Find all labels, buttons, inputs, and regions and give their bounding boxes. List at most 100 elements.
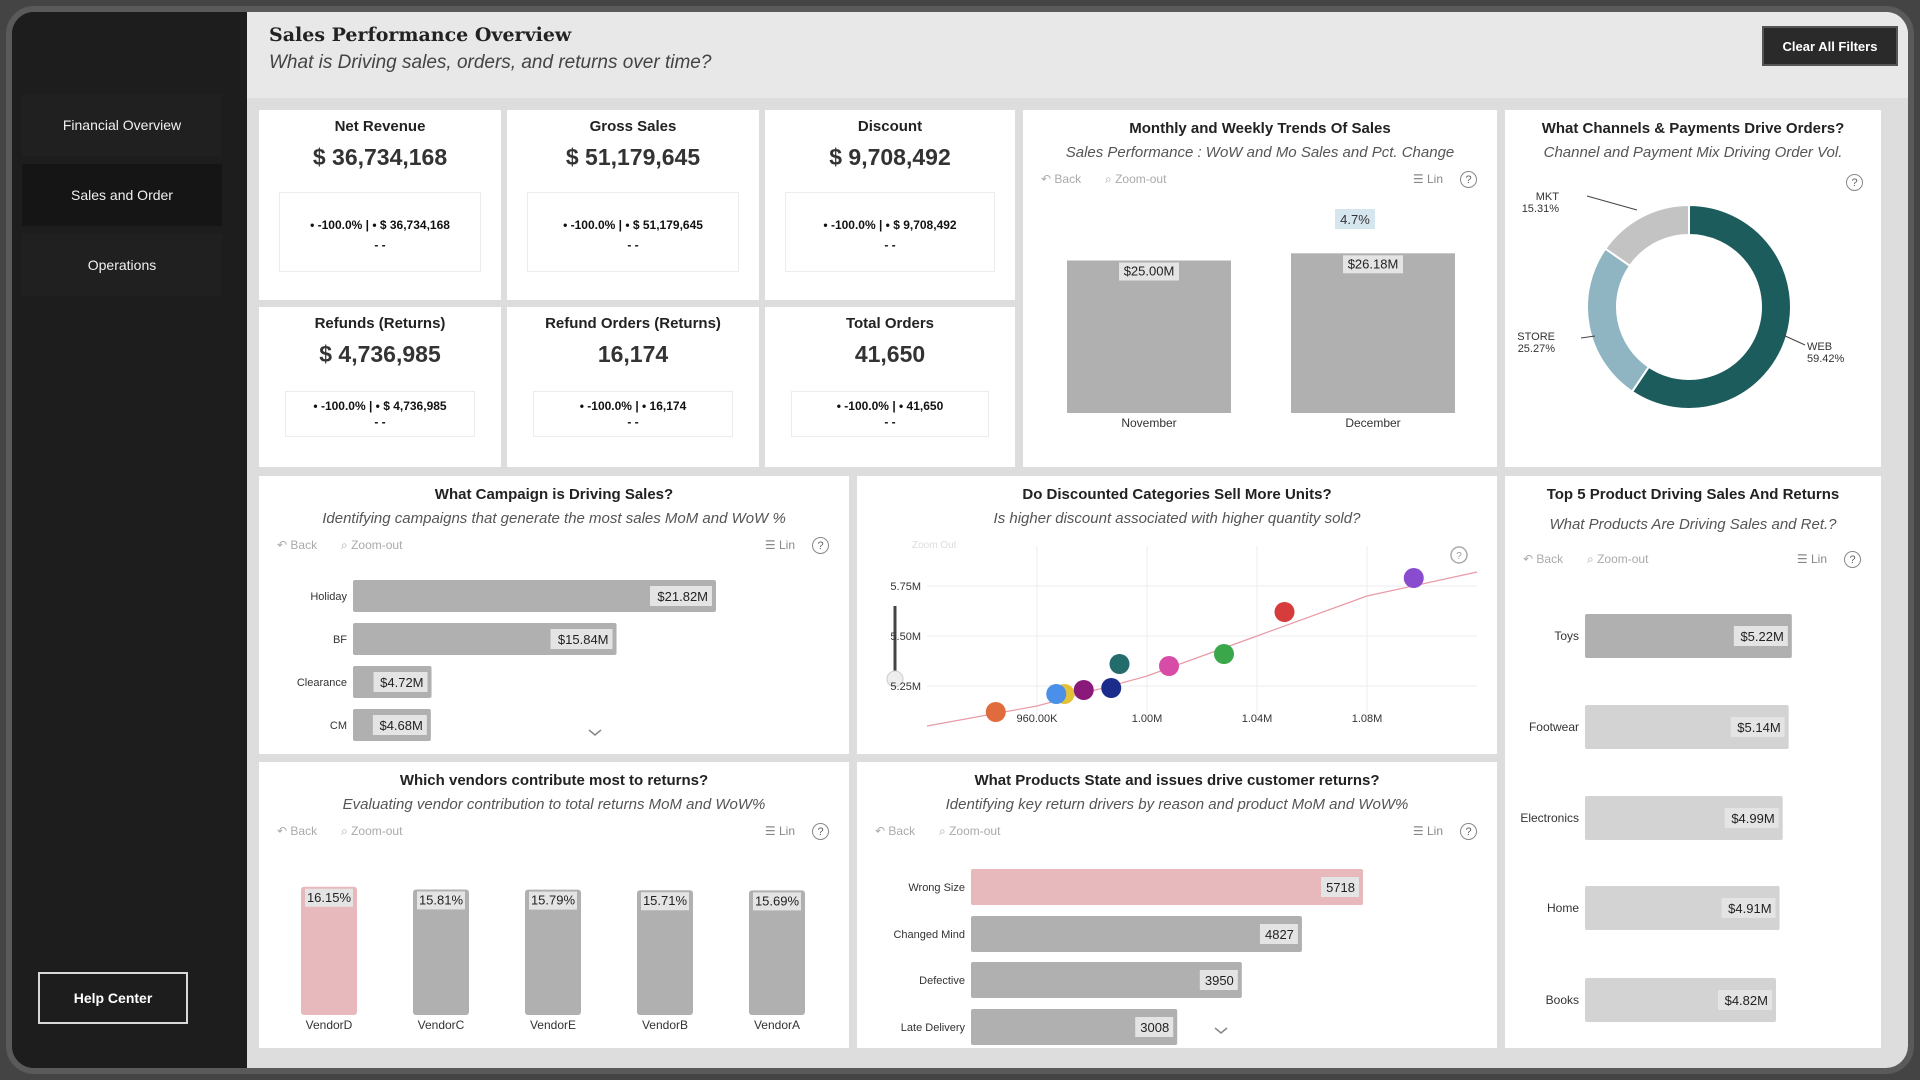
card-title: What Campaign is Driving Sales? <box>434 486 674 503</box>
help-icon[interactable] <box>1450 546 1468 564</box>
data-label-bg <box>1721 898 1776 918</box>
leader-line <box>1782 334 1806 346</box>
slice-value: 59.42% <box>1807 353 1845 365</box>
scatter-point <box>1101 678 1122 698</box>
leader-line <box>1580 335 1596 339</box>
category-label: Defective <box>919 975 965 987</box>
kpi-value: 16,174 <box>597 341 669 367</box>
data-label: $5.14M <box>1737 720 1780 735</box>
bar <box>749 890 805 1015</box>
card-subtitle: Identifying campaigns that generate the … <box>322 510 786 527</box>
data-label: $21.82M <box>657 589 708 604</box>
data-label-bg <box>372 715 427 735</box>
app-frame: Financial Overview Sales and Order Opera… <box>6 6 1914 1074</box>
visual-toolbar: ↶ Back ⌕ Zoom-out ☰ Lin ? <box>1041 171 1479 190</box>
data-label: 4827 <box>1265 927 1294 942</box>
top5-products-card: Top 5 Product Driving Sales And Returns … <box>1505 476 1881 1048</box>
lin-toggle[interactable]: ☰ Lin <box>1796 552 1827 566</box>
back-button[interactable]: ↶ Back <box>1523 552 1564 566</box>
sidebar-item-sales-and-order[interactable]: Sales and Order <box>22 164 222 226</box>
lin-toggle[interactable]: ☰ Lin <box>764 538 795 552</box>
chevron-down-icon[interactable] <box>588 729 602 736</box>
zoom-out-label[interactable]: Zoom Out <box>912 540 957 551</box>
zoom-out-button[interactable]: ⌕ Zoom-out <box>939 824 1001 838</box>
clear-all-filters-button[interactable]: Clear All Filters <box>1762 26 1898 66</box>
kpi-dash: - - <box>884 415 896 429</box>
lin-toggle[interactable]: ☰ Lin <box>764 824 795 838</box>
back-button[interactable]: ↶ Back <box>1041 172 1082 186</box>
bar <box>971 869 1363 905</box>
scatter-point <box>1046 684 1067 704</box>
data-label: 16.15% <box>307 890 352 905</box>
bar <box>1585 614 1792 658</box>
back-button[interactable]: ↶ Back <box>875 824 916 838</box>
scatter-point <box>1274 602 1295 622</box>
visual-toolbar: ↶ Back ⌕ Zoom-out ☰ Lin ? <box>875 823 1479 842</box>
kpi-delta: • -100.0% | • $ 9,708,492 <box>823 218 957 232</box>
lin-toggle[interactable]: ☰ Lin <box>1412 172 1443 186</box>
sidebar-item-operations[interactable]: Operations <box>22 234 222 296</box>
help-icon[interactable]: ? <box>1846 174 1863 191</box>
back-button[interactable]: ↶ Back <box>277 824 318 838</box>
scatter-point <box>1109 654 1130 674</box>
returns-card: What Products State and issues drive cus… <box>857 762 1497 1048</box>
help-center-button[interactable]: Help Center <box>38 972 188 1024</box>
visual-toolbar: ↶ Back ⌕ Zoom-out ☰ Lin ? <box>277 537 831 556</box>
card-subtitle: Identifying key return drivers by reason… <box>945 796 1409 813</box>
data-label: $4.68M <box>379 718 422 733</box>
kpi-value: $ 4,736,985 <box>319 341 441 367</box>
kpi-title: Discount <box>857 118 923 135</box>
category-label: Clearance <box>297 677 347 689</box>
slice-label: WEB <box>1807 341 1832 353</box>
data-label-bg <box>1199 970 1238 990</box>
kpi-title: Gross Sales <box>589 118 677 135</box>
x-tick-label: VendorB <box>642 1018 688 1032</box>
help-icon[interactable]: ? <box>1844 551 1861 568</box>
back-button[interactable]: ↶ Back <box>277 538 318 552</box>
data-label-bg <box>550 629 613 649</box>
bar <box>525 889 581 1015</box>
monthly-trends-card: Monthly and Weekly Trends Of Sales Sales… <box>1023 110 1497 467</box>
kpi-dash: - - <box>374 238 386 252</box>
returns-bar-chart: Wrong Size 5718 Changed Mind 4827 Defective 3… <box>893 869 1363 1045</box>
kpi-value: 41,650 <box>854 341 926 367</box>
kpi-delta-box: • -100.0% | • $ 36,734,168 - - <box>279 192 481 272</box>
help-icon[interactable]: ? <box>1460 171 1477 188</box>
donut-slice <box>1603 203 1690 268</box>
top5-bar-chart: Toys $5.22M Footwear $5.14M Electronics $4.99… <box>1520 614 1792 1022</box>
scatter-point <box>1214 644 1234 664</box>
slice-label: MKT <box>1536 191 1560 203</box>
data-label: 15.71% <box>643 893 688 908</box>
chevron-down-icon[interactable] <box>1214 1027 1228 1034</box>
data-label: 15.81% <box>419 892 464 907</box>
help-icon[interactable]: ? <box>812 823 829 840</box>
zoom-slider-handle[interactable] <box>886 670 904 688</box>
card-title: What Products State and issues drive cus… <box>974 772 1380 789</box>
help-icon[interactable]: ? <box>1460 823 1477 840</box>
zoom-out-button[interactable]: ⌕ Zoom-out <box>341 824 403 838</box>
kpi-value: $ 9,708,492 <box>829 144 951 170</box>
data-label-bg <box>1321 877 1359 897</box>
data-label-bg <box>1343 255 1403 274</box>
bar <box>637 890 693 1015</box>
bar <box>971 962 1242 998</box>
x-tick-label: 1.04M <box>1242 713 1273 725</box>
sidebar-item-financial-overview[interactable]: Financial Overview <box>22 94 222 156</box>
category-label: Electronics <box>1520 811 1579 825</box>
zoom-out-button[interactable]: ⌕ Zoom-out <box>341 538 403 552</box>
page-header: Sales Performance Overview What is Drivi… <box>247 12 1908 98</box>
bar <box>1585 886 1780 930</box>
bar <box>1291 253 1455 413</box>
kpi-value: $ 36,734,168 <box>312 144 448 170</box>
lin-toggle[interactable]: ☰ Lin <box>1412 824 1443 838</box>
kpi-card-total-orders: Total Orders 41,650 • -100.0% | • 41,650… <box>765 307 1015 467</box>
zoom-out-button[interactable]: ⌕ Zoom-out <box>1105 172 1167 186</box>
kpi-delta: • -100.0% | • $ 36,734,168 <box>310 218 450 232</box>
data-label: $4.72M <box>380 675 423 690</box>
kpi-delta: • -100.0% | • 41,650 <box>836 399 944 413</box>
zoom-out-button[interactable]: ⌕ Zoom-out <box>1587 552 1649 566</box>
help-icon[interactable]: ? <box>812 537 829 554</box>
card-title: Top 5 Product Driving Sales And Returns <box>1546 486 1840 503</box>
page-subtitle: What is Driving sales, orders, and retur… <box>269 52 712 73</box>
page-title: Sales Performance Overview <box>269 24 572 46</box>
